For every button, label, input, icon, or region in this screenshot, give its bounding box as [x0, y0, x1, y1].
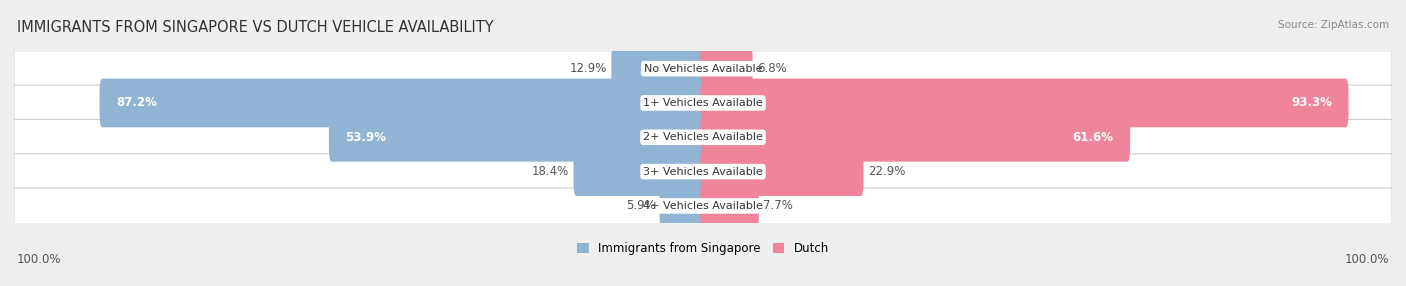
FancyBboxPatch shape — [14, 188, 1392, 224]
FancyBboxPatch shape — [612, 44, 706, 93]
Text: 7.7%: 7.7% — [763, 199, 793, 212]
Text: 2+ Vehicles Available: 2+ Vehicles Available — [643, 132, 763, 142]
Text: No Vehicles Available: No Vehicles Available — [644, 64, 762, 74]
Legend: Immigrants from Singapore, Dutch: Immigrants from Singapore, Dutch — [576, 242, 830, 255]
Text: 100.0%: 100.0% — [1344, 253, 1389, 266]
FancyBboxPatch shape — [574, 147, 706, 196]
Text: 12.9%: 12.9% — [569, 62, 607, 75]
Text: 100.0%: 100.0% — [17, 253, 62, 266]
FancyBboxPatch shape — [700, 79, 1348, 127]
Text: 6.8%: 6.8% — [756, 62, 786, 75]
Text: 93.3%: 93.3% — [1291, 96, 1331, 110]
FancyBboxPatch shape — [659, 182, 706, 230]
Text: 53.9%: 53.9% — [346, 131, 387, 144]
Text: 5.9%: 5.9% — [626, 199, 655, 212]
FancyBboxPatch shape — [14, 85, 1392, 121]
FancyBboxPatch shape — [700, 44, 752, 93]
Text: 1+ Vehicles Available: 1+ Vehicles Available — [643, 98, 763, 108]
FancyBboxPatch shape — [700, 182, 759, 230]
Text: 3+ Vehicles Available: 3+ Vehicles Available — [643, 167, 763, 176]
Text: 22.9%: 22.9% — [868, 165, 905, 178]
FancyBboxPatch shape — [14, 154, 1392, 189]
Text: 61.6%: 61.6% — [1073, 131, 1114, 144]
Text: Source: ZipAtlas.com: Source: ZipAtlas.com — [1278, 20, 1389, 30]
FancyBboxPatch shape — [700, 147, 863, 196]
Text: IMMIGRANTS FROM SINGAPORE VS DUTCH VEHICLE AVAILABILITY: IMMIGRANTS FROM SINGAPORE VS DUTCH VEHIC… — [17, 20, 494, 35]
FancyBboxPatch shape — [329, 113, 706, 162]
FancyBboxPatch shape — [14, 120, 1392, 155]
Text: 18.4%: 18.4% — [531, 165, 569, 178]
FancyBboxPatch shape — [100, 79, 706, 127]
FancyBboxPatch shape — [14, 51, 1392, 86]
Text: 4+ Vehicles Available: 4+ Vehicles Available — [643, 201, 763, 211]
FancyBboxPatch shape — [700, 113, 1130, 162]
Text: 87.2%: 87.2% — [117, 96, 157, 110]
